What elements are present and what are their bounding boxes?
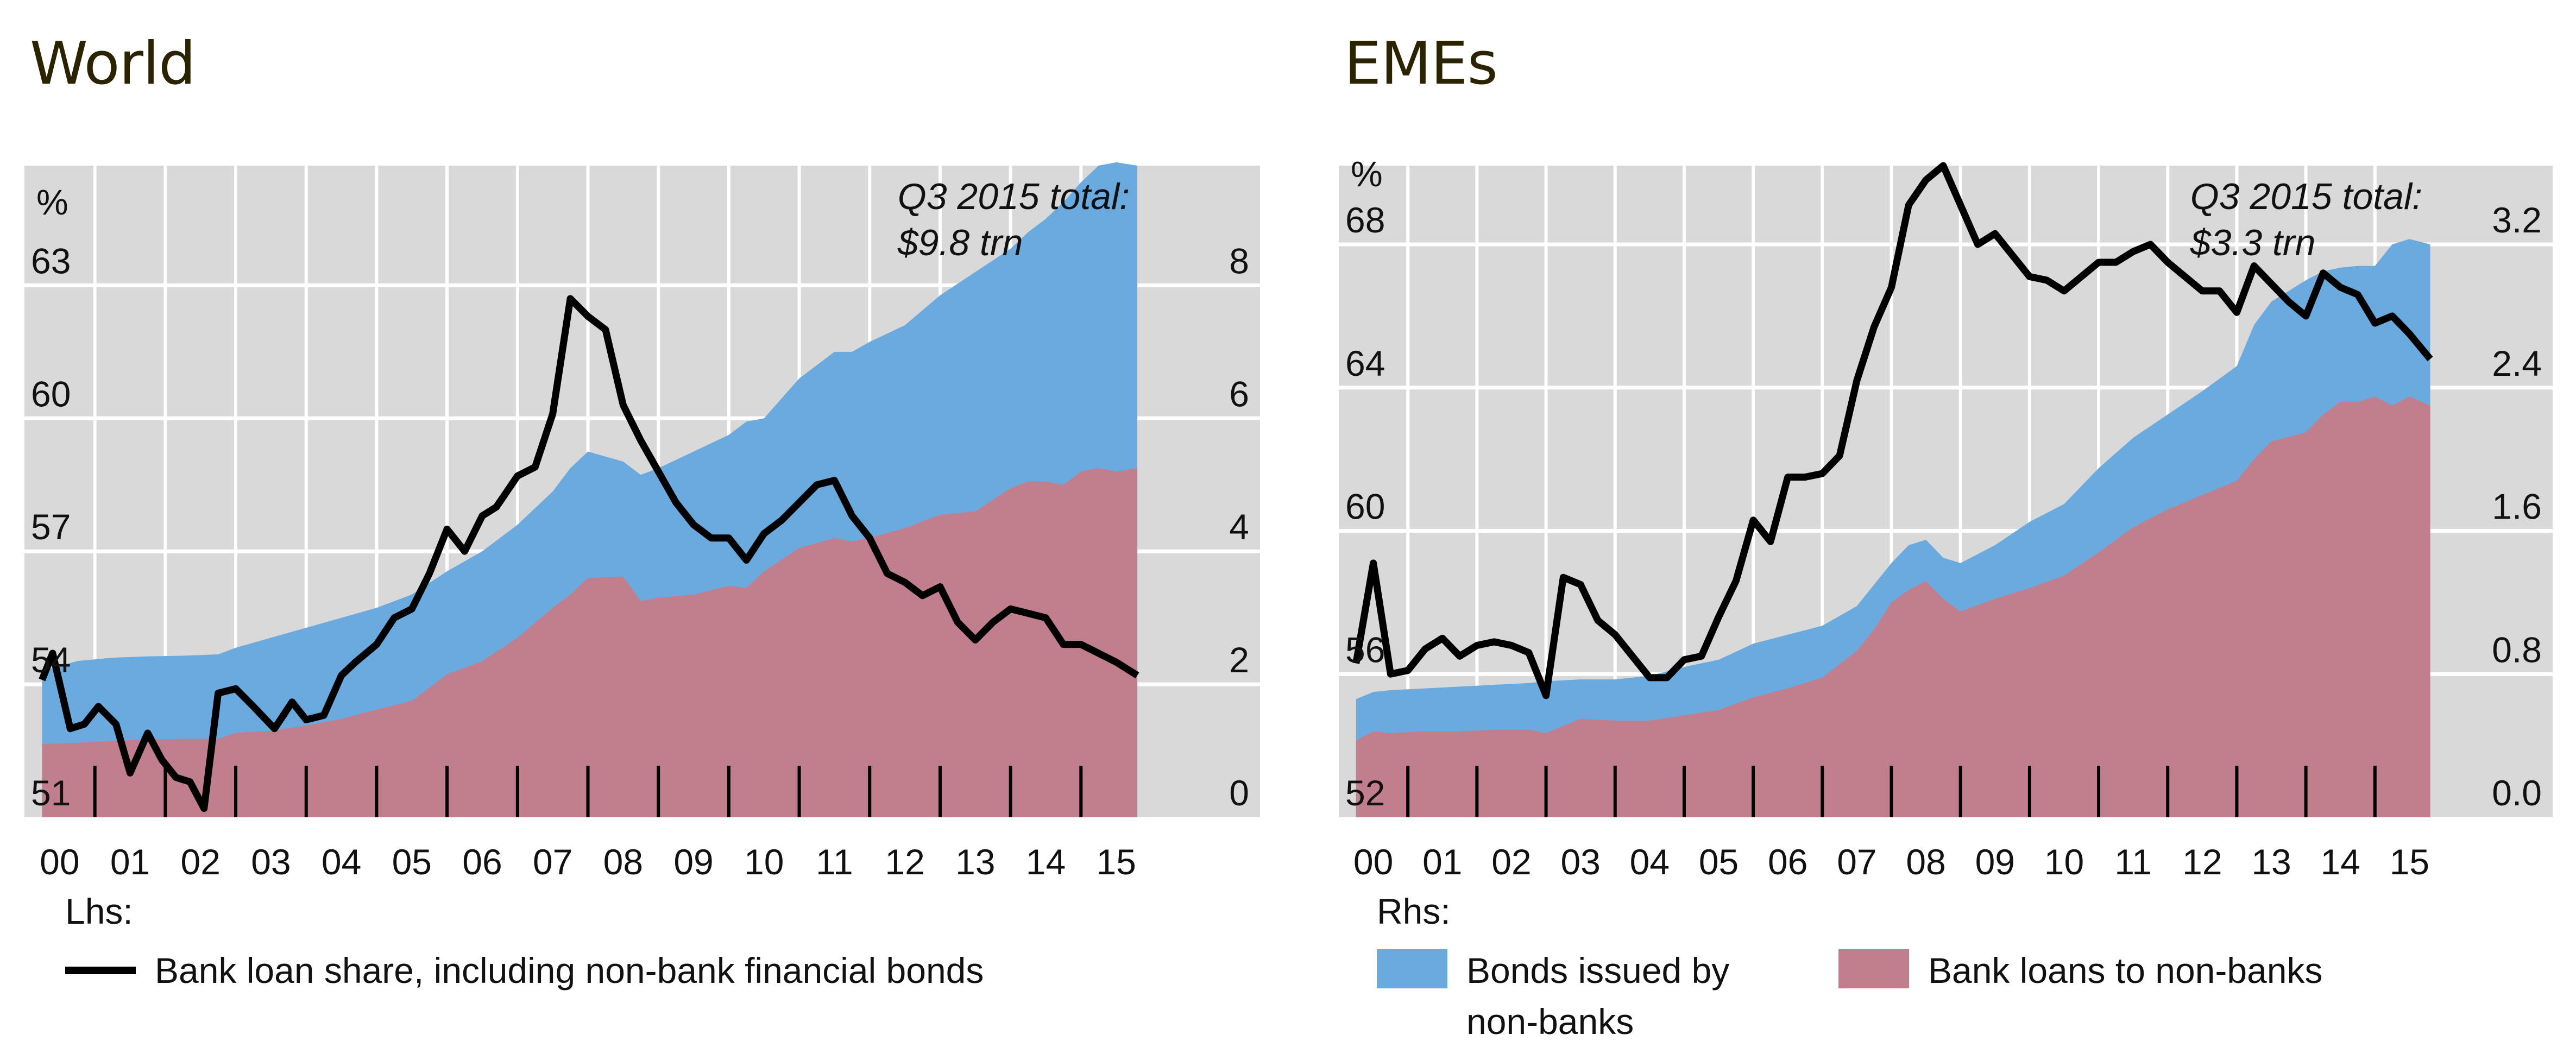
x-axis-tick-label: 12 (885, 842, 924, 882)
left-axis-tick-label: 57 (31, 507, 71, 547)
x-axis-tick-label: 03 (251, 842, 291, 882)
right-axis-tick-label: 2 (1229, 640, 1249, 680)
right-axis-tick-label: 4 (1229, 507, 1249, 547)
right-axis-tick-label: 1.6 (2492, 487, 2542, 527)
x-axis-tick-label: 09 (673, 842, 713, 882)
left-axis-tick-label: 54 (31, 640, 71, 680)
legend-item-bonds-line2: non-banks (1466, 1001, 1634, 1042)
total-annotation-line1: Q3 2015 total: (898, 176, 1130, 217)
bank-loan-share-line (39, 295, 1139, 812)
x-axis-tick-label: 01 (110, 842, 150, 882)
x-axis-tick-label: 12 (2182, 842, 2222, 882)
x-axis-tick-label: 05 (392, 842, 432, 882)
x-axis-tick-label: 06 (462, 842, 502, 882)
left-axis-tick-label: 60 (31, 374, 71, 414)
bank-loan-share-line (1352, 162, 2433, 699)
right-axis-tick-label: 0.8 (2492, 629, 2542, 670)
x-axis-tick-label: 08 (1906, 842, 1945, 882)
x-axis-tick-label: 14 (2321, 842, 2360, 882)
right-axis-tick-label: 0 (1229, 773, 1249, 813)
x-axis-tick-label: 05 (1699, 842, 1739, 882)
left-axis-unit: % (1351, 154, 1383, 194)
left-axis-tick-label: 68 (1345, 200, 1385, 240)
legend-bonds-swatch (1377, 949, 1447, 988)
x-axis-tick-label: 07 (533, 842, 572, 882)
legend-item-bank-loan-share: Bank loan share, including non-bank fina… (155, 950, 984, 991)
x-axis-tick-label: 10 (744, 842, 784, 882)
x-axis-tick-label: 13 (2251, 842, 2291, 882)
left-axis-tick-label: 56 (1345, 629, 1385, 670)
right-axis-tick-label: 0.0 (2492, 773, 2542, 813)
legend-item-loans: Bank loans to non-banks (1928, 950, 2323, 991)
left-axis-unit: % (36, 182, 68, 222)
x-axis-tick-label: 02 (1491, 842, 1531, 882)
legend-rhs-head: Rhs: (1377, 891, 1451, 931)
x-axis-tick-label: 15 (1096, 842, 1136, 882)
world-chart-title: World (30, 30, 196, 98)
x-axis-tick-label: 06 (1768, 842, 1807, 882)
x-axis-tick-label: 15 (2390, 842, 2429, 882)
left-axis-tick-label: 64 (1345, 343, 1385, 383)
x-axis-tick-label: 11 (816, 842, 853, 882)
left-axis-tick-label: 60 (1345, 487, 1385, 527)
x-axis-tick-label: 00 (1353, 842, 1393, 882)
x-axis-tick-label: 07 (1837, 842, 1876, 882)
x-axis-tick-label: 09 (1975, 842, 2015, 882)
total-annotation-line1: Q3 2015 total: (2190, 176, 2422, 217)
x-axis-tick-label: 14 (1026, 842, 1066, 882)
world-panel: World 51 54 57 60 63% 0 2 4 6 8 00 01 02 03 04 05 06 07 08… (0, 0, 1287, 1043)
legend-line-swatch (65, 967, 136, 974)
x-axis-tick-label: 04 (1630, 842, 1670, 882)
x-axis-tick-label: 04 (322, 842, 361, 882)
emes-panel: EMEs 52 56 60 64 68% 0.0 0.8 1.6 2.4 3.2 00 01 02 03 0… (1314, 0, 2576, 1043)
x-axis-tick-label: 00 (40, 842, 79, 882)
x-axis-tick-label: 03 (1560, 842, 1600, 882)
total-annotation-line2: $3.3 trn (2190, 222, 2316, 263)
loans-area (1356, 396, 2430, 817)
right-axis-tick-label: 2.4 (2492, 343, 2542, 383)
left-axis-tick-label: 51 (31, 773, 71, 813)
legend-item-bonds-line1: Bonds issued by (1466, 950, 1730, 991)
x-axis-tick-label: 13 (955, 842, 995, 882)
x-axis-tick-label: 08 (603, 842, 643, 882)
right-axis-tick-label: 6 (1229, 374, 1249, 414)
legend-loans-swatch (1838, 949, 1909, 988)
emes-chart: 52 56 60 64 68% 0.0 0.8 1.6 2.4 3.2 00 01 02 03 04 05 06… (1339, 154, 2553, 882)
loans-area (42, 468, 1138, 817)
left-axis-tick-label: 63 (31, 241, 71, 281)
left-axis-tick-label: 52 (1345, 773, 1385, 813)
right-axis-tick-label: 8 (1229, 241, 1249, 281)
right-axis-tick-label: 3.2 (2492, 200, 2542, 240)
legend-item-bonds: Bonds issued by non-banks (1466, 945, 1729, 1047)
x-axis-tick-label: 02 (181, 842, 221, 882)
total-annotation-line2: $9.8 trn (897, 222, 1023, 263)
x-axis-tick-label: 01 (1422, 842, 1462, 882)
emes-chart-title: EMEs (1344, 30, 1498, 98)
x-axis-tick-label: 11 (2114, 842, 2152, 882)
x-axis-tick-label: 10 (2044, 842, 2084, 882)
legend-lhs-head: Lhs: (65, 891, 133, 931)
